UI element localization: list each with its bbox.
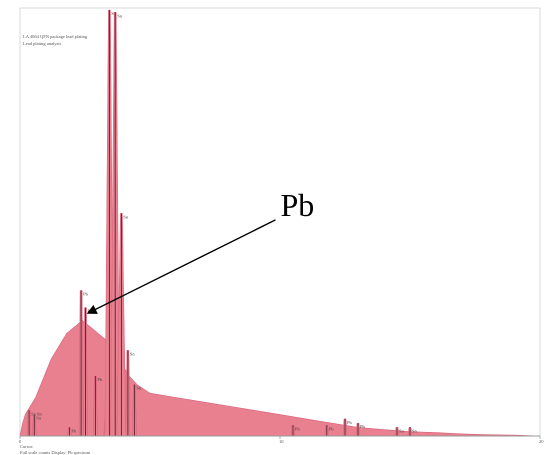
x-tick-layer: 0 10 20 [19,436,544,444]
x-tick-label: 20 [539,439,544,444]
peak-label: Sn [136,386,142,391]
chart-title-line-2: Lead plating analysis [23,41,61,46]
peak-label: Sn Sn [31,411,42,416]
peak-label: Sn [399,428,405,433]
peak-label: Pb [97,377,103,382]
x-tick-label: 10 [279,439,284,444]
peak-label: Sn [412,428,418,433]
peak-label: Pb [329,426,335,431]
chart-title-line-1: LA 4064 QFN package lead plating [23,34,88,39]
annotation-arrow [86,219,276,314]
x-tick-label: 0 [19,439,22,444]
peak-layer: Sn SnSnPbPbPbPbSnSnSnSnSnSnPbPbPbPbSnSn [26,9,418,437]
peak-label: Pb [295,426,301,431]
footer-line-2: Full scale counts Display: Pb spectrum [20,450,91,455]
footer-line-1: Cursor: [20,444,34,449]
peak-label: Pb [360,424,366,429]
peak-label: Sn [117,13,123,18]
peak-label: Sn [36,416,42,421]
peak-label: Pb [83,292,89,297]
peak-label: Sn [123,214,129,219]
peak-label: Sn [130,351,136,356]
peak-label: Pb [71,428,77,433]
peak-label: Pb [347,420,353,425]
annotation-label: Pb [281,187,315,223]
